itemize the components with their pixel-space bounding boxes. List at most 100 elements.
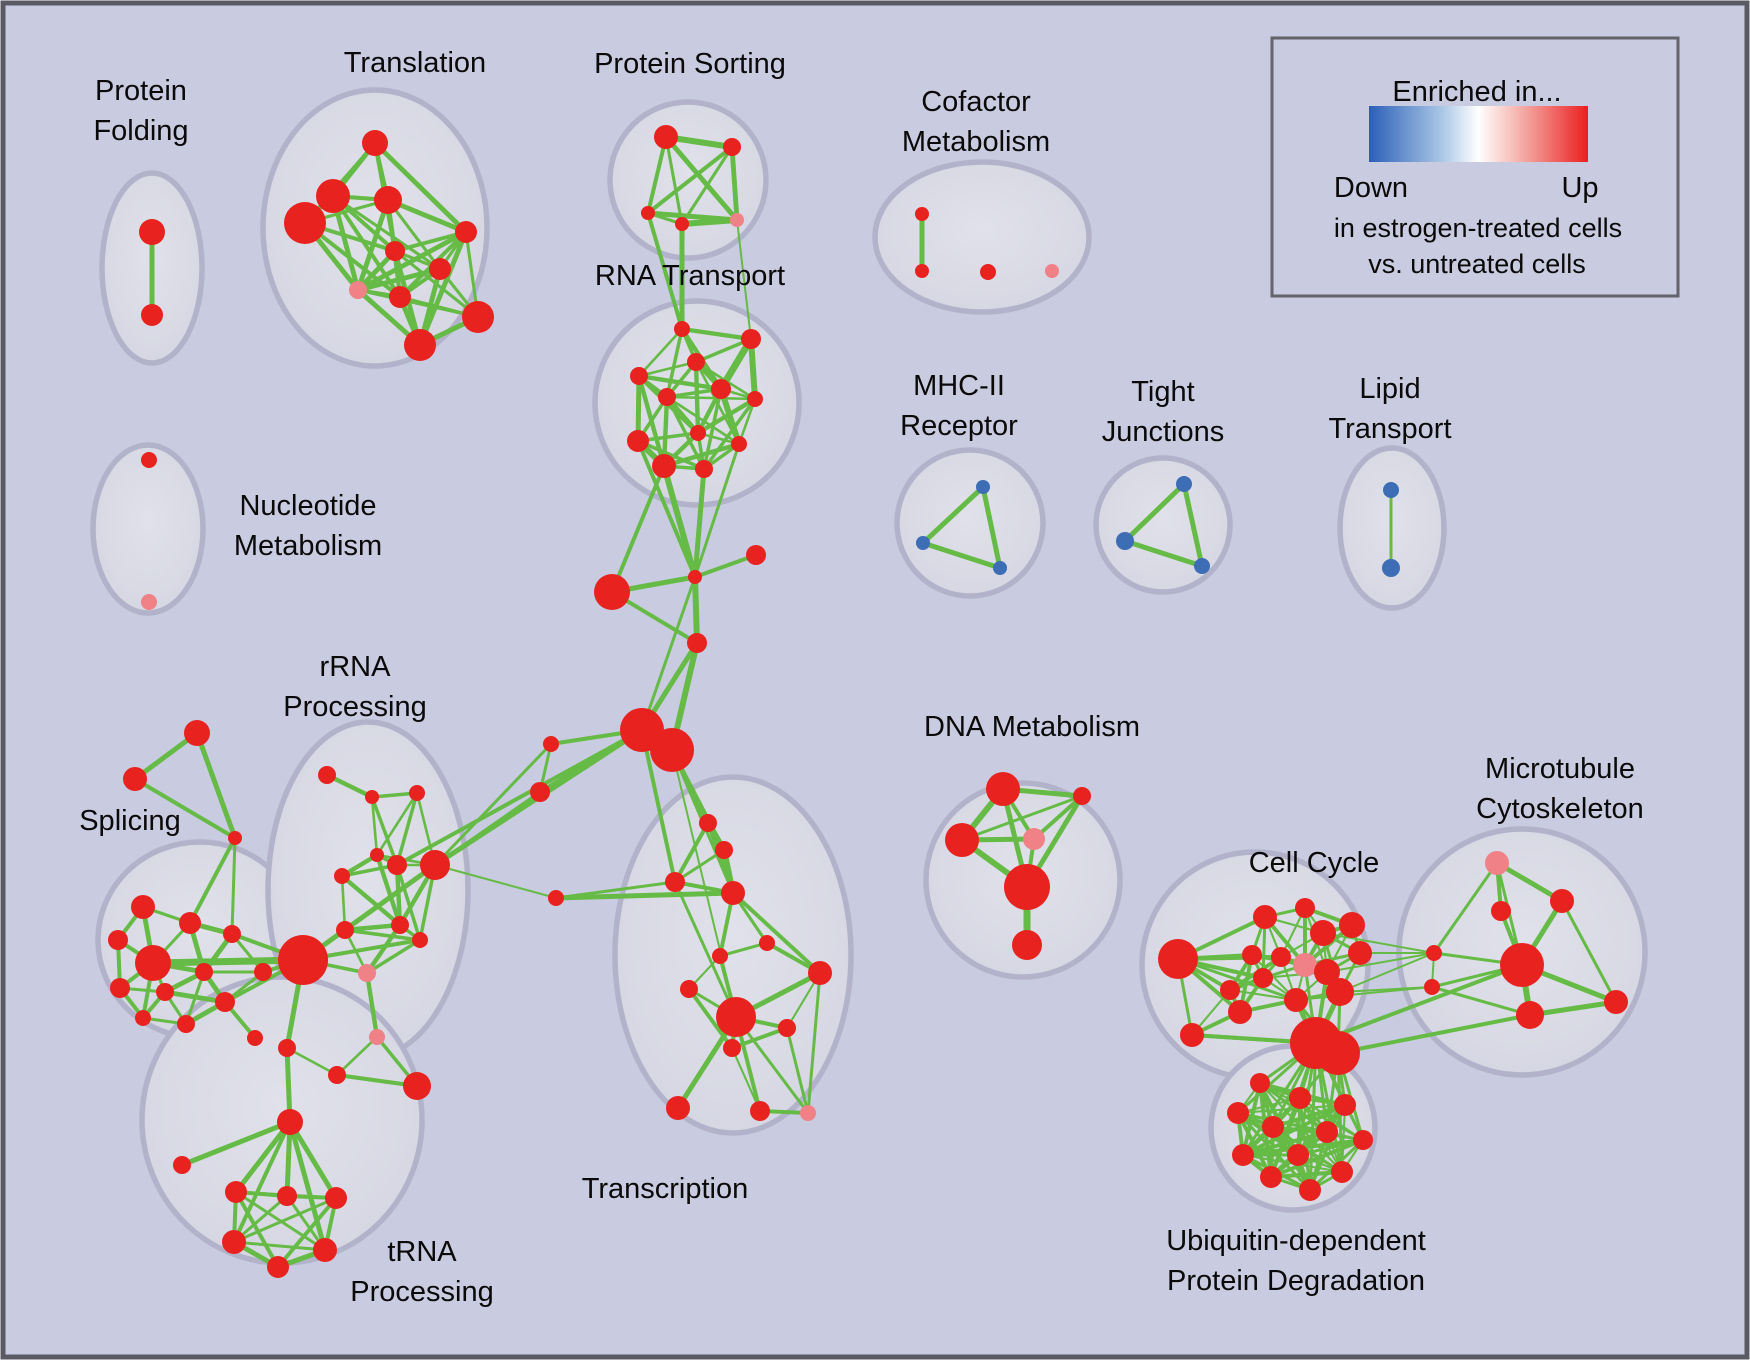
edge [1432,861,1499,955]
edge [693,442,741,579]
edge [433,742,553,867]
edge [687,987,734,1050]
label-microtubule: Microtubule Cytoskeleton [1476,753,1644,825]
node-splicing-4 [223,925,241,943]
label-transcription: Transcription [582,1173,749,1205]
edge [232,1120,292,1244]
edge [335,1035,379,1077]
edge [636,373,724,392]
node-ubiquitin-8 [1287,1144,1309,1166]
node-connectors-1 [688,570,702,584]
label-tight-junctions: Tight Junctions [1102,376,1225,448]
edge [636,439,697,579]
legend-down-label: Down [1334,172,1408,204]
node-rna_transport-6 [747,391,763,407]
node-cell_cycle-1 [1253,905,1277,929]
node-splicing-12 [254,963,272,981]
label-lipid-transport: Lipid Transport [1328,373,1451,445]
node-translation-10 [404,329,436,361]
edge [661,441,742,469]
edge [364,970,380,1040]
edge [285,1046,339,1077]
node-dna_metabolism-3 [1023,828,1045,850]
node-translation-1 [316,179,350,213]
cluster-tight_junctions-bubble [1093,455,1233,595]
node-transcription-5 [759,935,775,951]
node-cell_cycle-6 [1271,947,1291,967]
node-microtubule-6 [1426,945,1442,961]
edge [646,145,734,215]
node-tight_junctions-2 [1194,558,1210,574]
node-connectors-3 [687,633,707,653]
node-dna_metabolism-4 [1004,864,1050,910]
node-rna_transport-8 [627,430,649,452]
edge [673,821,710,884]
node-rrna-11 [412,932,428,948]
nodes-layer [108,125,1628,1278]
node-translation-8 [389,286,411,308]
node-trna-7 [267,1256,289,1278]
edge [372,140,469,235]
node-trna-0 [277,1109,303,1135]
node-rrna-4 [334,868,350,884]
node-ubiquitin-2 [1334,1094,1356,1116]
node-cofactor-1 [915,264,929,278]
node-microtubule-4 [1516,1001,1544,1029]
node-protein_sorting-2 [641,206,655,220]
node-cell_cycle-17 [1316,1031,1360,1075]
label-splicing: Splicing [79,805,181,837]
node-cell_cycle-5 [1242,945,1262,965]
edge [673,880,738,1019]
node-ubiquitin-1 [1289,1087,1311,1109]
node-dna_metabolism-1 [1073,787,1091,805]
edge [433,790,542,867]
node-rrna-6 [420,850,450,880]
label-trna-processing: tRNA Processing [350,1236,493,1308]
edge [149,956,307,967]
node-splicing-6 [156,983,174,1001]
node-translation-7 [349,281,367,299]
node-translation-3 [284,202,326,244]
node-transcription-8 [716,997,756,1037]
node-cell_cycle-11 [1348,941,1372,965]
node-cell_cycle-13 [1228,1000,1252,1024]
node-splicing-8 [135,1010,151,1026]
node-ubiquitin-6 [1353,1130,1373,1150]
edge [355,266,443,293]
edge [920,540,1003,571]
node-rna_transport-9 [731,436,747,452]
edge [370,795,399,867]
edge [232,1240,327,1252]
node-trna-4 [325,1187,347,1209]
edge [646,211,684,331]
node-ubiquitin-0 [1250,1073,1270,1093]
node-cell_cycle-2 [1295,898,1315,918]
node-rrna-0 [318,766,336,784]
node-splicing-2 [108,930,128,950]
node-ubiquitin-4 [1262,1116,1284,1138]
edge [188,836,237,925]
edge [340,874,347,932]
node-transcription-12 [750,1101,770,1121]
node-mhc2-1 [916,536,930,550]
edge [395,863,422,942]
node-rrna-14 [403,1072,431,1100]
edge [680,145,734,226]
edge [179,1119,293,1168]
edge [1122,538,1205,569]
node-microtubule-7 [1424,979,1440,995]
edge [553,890,736,901]
edge [1326,952,1435,973]
node-cell_cycle-0 [1158,939,1198,979]
node-mhc2-2 [993,561,1007,575]
node-cell_cycle-10 [1220,980,1240,1000]
edge [749,337,757,401]
edge [637,327,684,378]
edge [806,971,822,1115]
node-rrna-12 [278,1039,296,1057]
edge [661,463,698,580]
edge [679,326,754,342]
node-translation-2 [374,186,402,214]
cluster-cofactor-bubble [872,159,1092,315]
cluster-mhc2-bubble [894,447,1046,599]
